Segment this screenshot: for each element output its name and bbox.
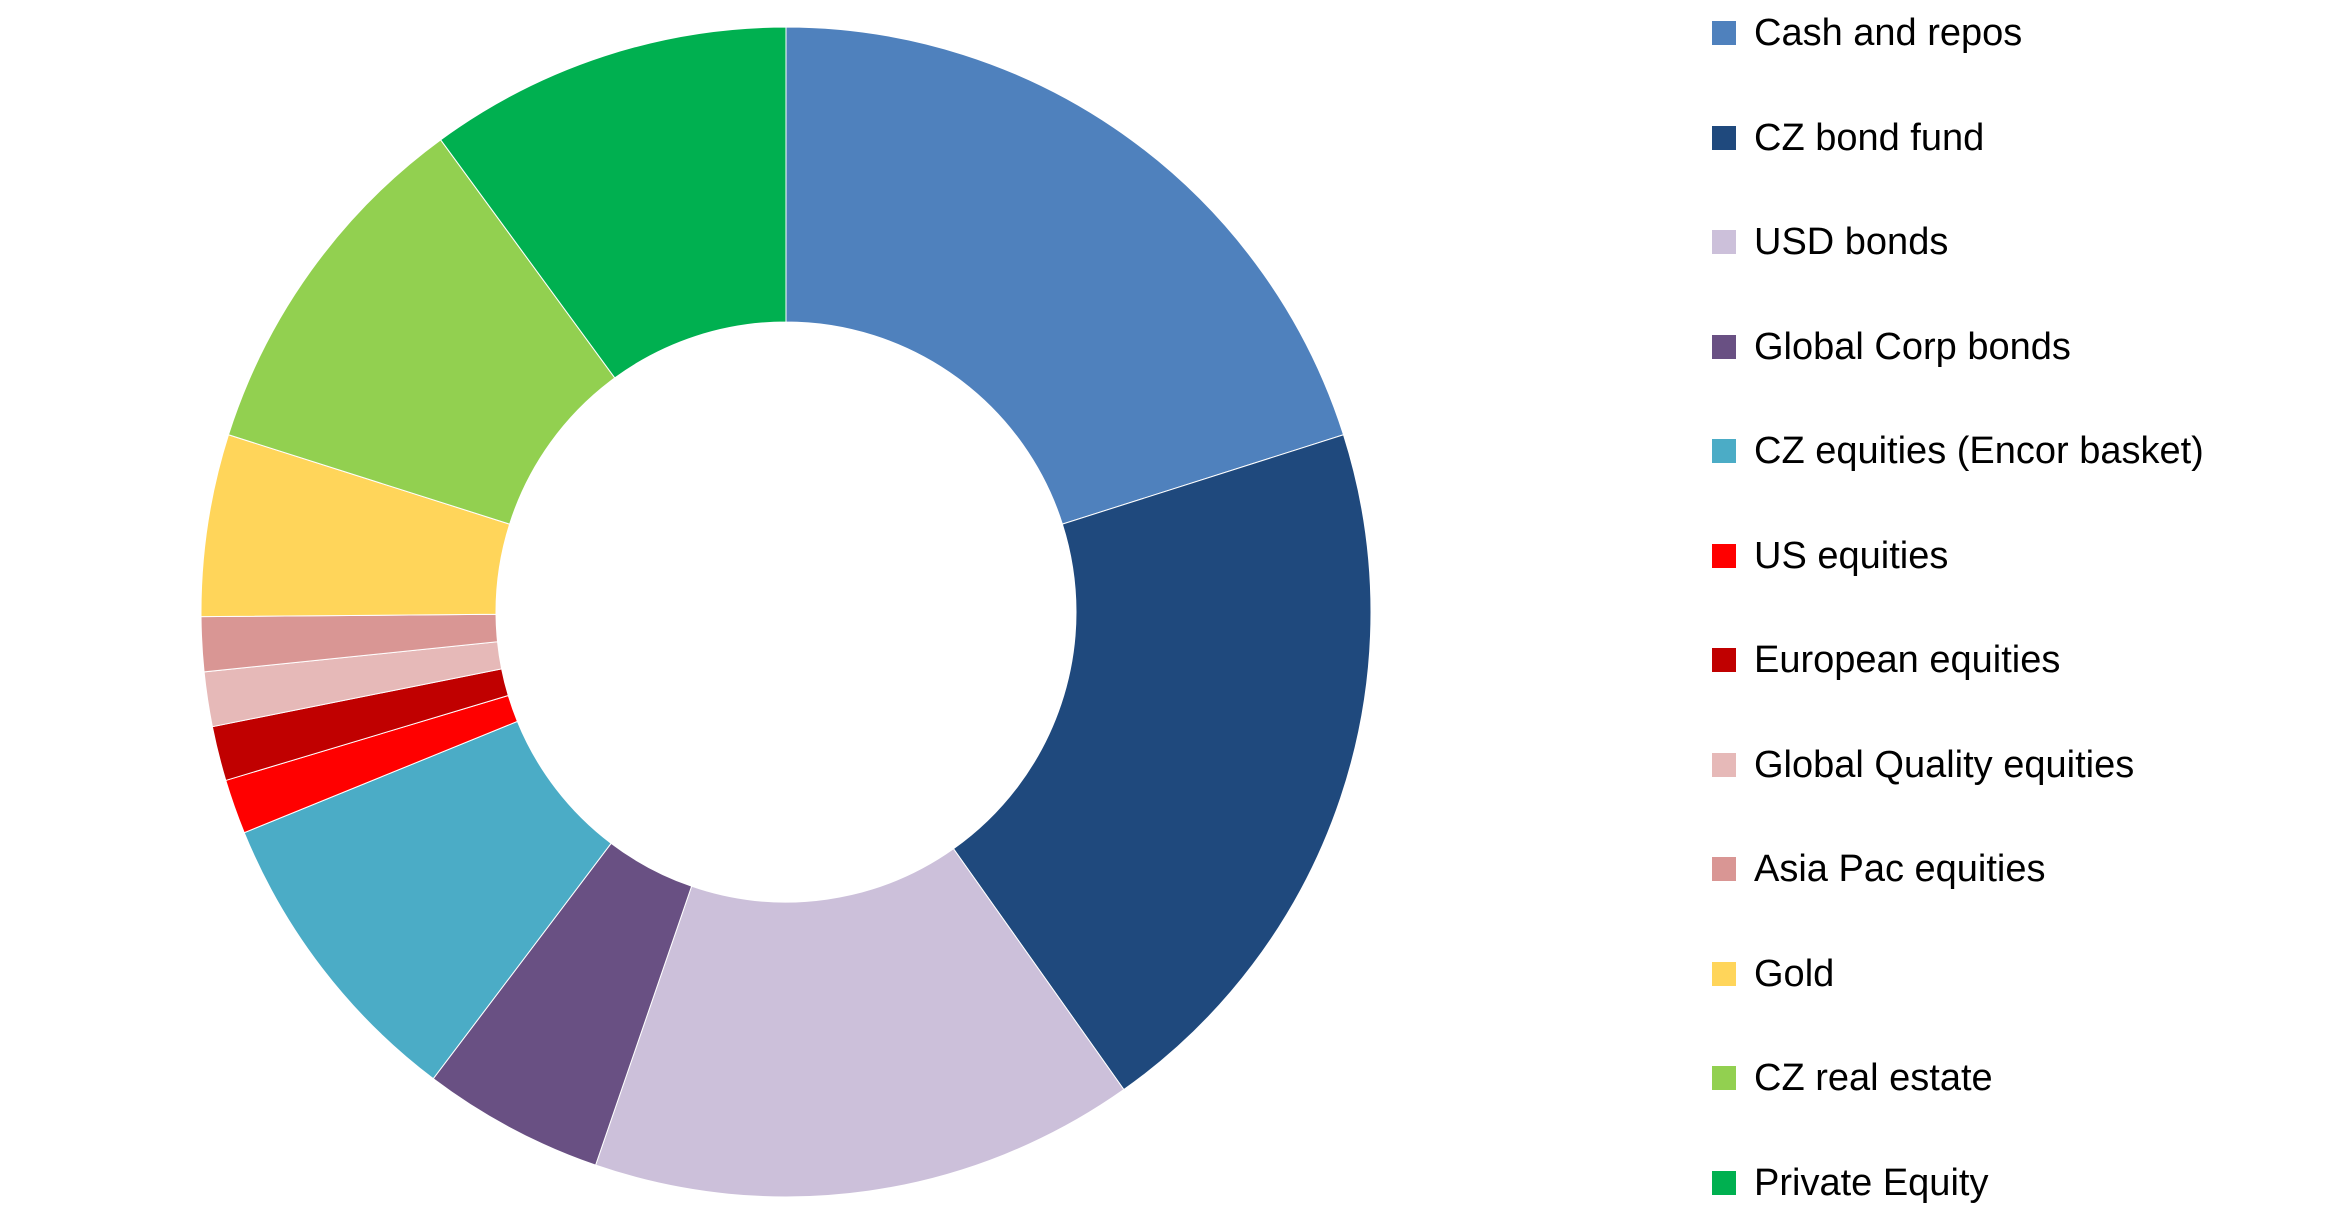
legend-label: US equities [1754, 534, 1949, 577]
legend-item-cz-equities-encor-basket: CZ equities (Encor basket) [1712, 426, 2204, 476]
legend-label: European equities [1754, 639, 2061, 681]
legend-label: CZ real estate [1754, 1057, 1993, 1099]
donut-slice-cz-bond-fund [952, 434, 1372, 1091]
legend-swatch [1712, 334, 1736, 359]
legend-swatch [1712, 439, 1736, 463]
legend-item-private-equity: Private Equity [1712, 1158, 1988, 1208]
legend-label: CZ bond fund [1754, 116, 1985, 159]
donut-slice-private-equity [439, 26, 787, 379]
legend-swatch [1712, 857, 1736, 881]
legend-swatch [1712, 543, 1736, 568]
legend-item-asia-pac-equities: Asia Pac equities [1712, 844, 2046, 894]
legend-label: Global Corp bonds [1754, 325, 2071, 368]
legend-item-cz-bond-fund: CZ bond fund [1712, 113, 1984, 163]
legend-swatch [1712, 961, 1736, 986]
legend-item-global-corp-bonds: Global Corp bonds [1712, 322, 2071, 372]
legend-item-european-equities: European equities [1712, 635, 2060, 685]
legend-label: CZ equities (Encor basket) [1754, 430, 2204, 472]
legend-item-global-quality-equities: Global Quality equities [1712, 740, 2134, 790]
legend-swatch [1712, 1170, 1736, 1195]
legend-label: Asia Pac equities [1754, 848, 2046, 890]
legend-swatch [1712, 752, 1736, 777]
legend-item-usd-bonds: USD bonds [1712, 217, 1948, 267]
legend-label: Cash and repos [1754, 12, 2023, 54]
legend-item-gold: Gold [1712, 949, 1834, 999]
legend-swatch [1712, 648, 1736, 672]
legend-label: USD bonds [1754, 221, 1949, 263]
donut-slice-usd-bonds [594, 848, 1125, 1198]
legend-label: Gold [1754, 952, 1835, 995]
donut-slice-cz-real-estate [227, 139, 616, 525]
legend-item-us-equities: US equities [1712, 531, 1948, 581]
legend-swatch [1712, 230, 1736, 254]
legend-swatch [1712, 21, 1736, 45]
donut-slice-cz-equities-encor-basket [243, 720, 612, 1080]
legend-swatch [1712, 1066, 1736, 1090]
legend-label: Global Quality equities [1754, 743, 2135, 786]
donut-slice-cash-and-repos [785, 26, 1345, 525]
legend-swatch [1712, 125, 1736, 150]
legend-item-cz-real-estate: CZ real estate [1712, 1053, 1993, 1103]
legend-item-cash-and-repos: Cash and repos [1712, 8, 2022, 58]
legend-label: Private Equity [1754, 1161, 1989, 1204]
